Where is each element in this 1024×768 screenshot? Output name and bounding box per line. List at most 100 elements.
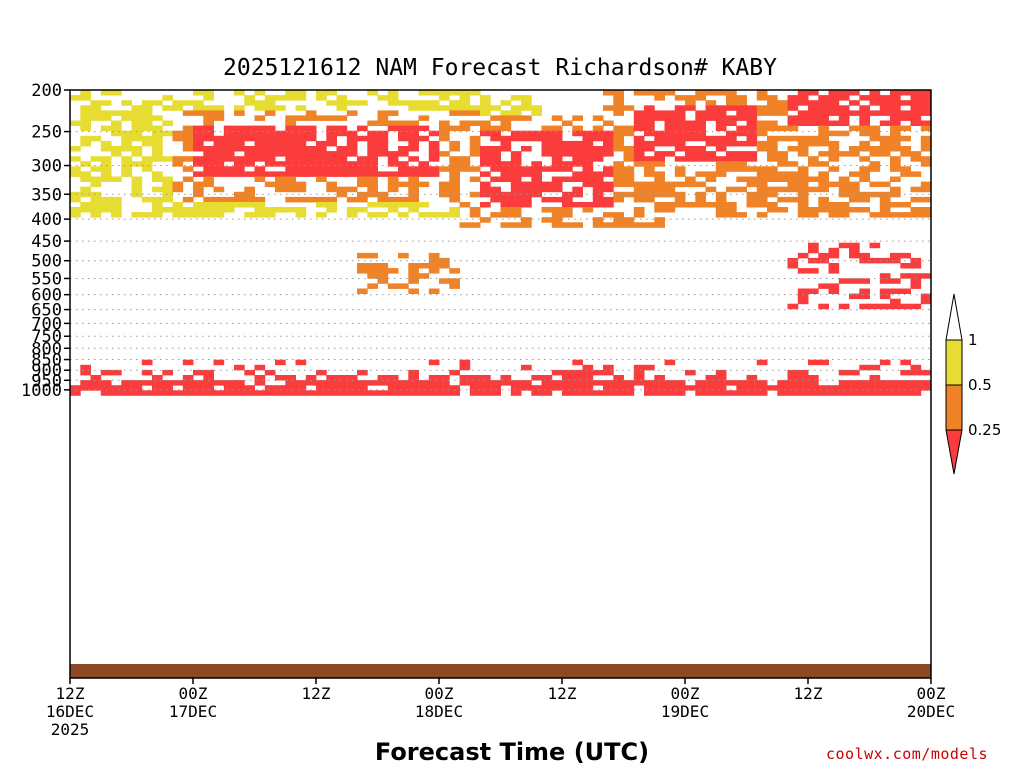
x-tick-label: 00Z: [425, 684, 454, 703]
heatmap-cell: [797, 375, 809, 381]
heatmap-cell: [408, 369, 419, 376]
heatmap-cell: [890, 146, 901, 152]
heatmap-cell: [849, 196, 860, 203]
heatmap-cell: [90, 176, 102, 182]
heatmap-cell: [705, 380, 717, 386]
heatmap-cell: [459, 110, 471, 116]
heatmap-cell: [644, 364, 655, 371]
heatmap-cell: [80, 120, 91, 126]
heatmap-cell: [223, 171, 235, 177]
heatmap-cell: [316, 161, 327, 167]
heatmap-cell: [387, 181, 399, 188]
x-tick-label: 18DEC: [415, 702, 463, 721]
heatmap-cell: [521, 95, 532, 101]
heatmap-cell: [162, 385, 173, 391]
heatmap-cell: [264, 181, 276, 188]
heatmap-cell: [408, 202, 419, 208]
heatmap-cell: [562, 161, 573, 167]
heatmap-cell: [787, 115, 799, 121]
heatmap-cell: [90, 110, 102, 116]
heatmap-cell: [705, 135, 717, 142]
heatmap-cell: [121, 146, 132, 152]
heatmap-cell: [879, 95, 891, 101]
heatmap-cell: [900, 110, 911, 116]
heatmap-cell: [254, 196, 266, 203]
heatmap-cell: [70, 212, 81, 218]
heatmap-cell: [367, 212, 378, 218]
heatmap-cell: [767, 100, 778, 106]
heatmap-cell: [172, 156, 184, 162]
heatmap-cell: [100, 161, 112, 167]
heatmap-cell: [726, 95, 737, 101]
heatmap-cell: [439, 90, 450, 96]
heatmap-cell: [654, 130, 665, 137]
heatmap-cell: [490, 166, 501, 172]
heatmap-cell: [418, 380, 430, 386]
heatmap-cell: [234, 90, 245, 96]
heatmap-cell: [121, 130, 132, 137]
heatmap-cell: [387, 186, 399, 193]
heatmap-cell: [746, 375, 758, 381]
heatmap-cell: [80, 186, 91, 193]
heatmap-cell: [316, 156, 327, 162]
heatmap-cell: [910, 120, 922, 126]
heatmap-cell: [797, 202, 809, 208]
heatmap-cell: [685, 95, 696, 101]
heatmap-cell: [346, 161, 358, 167]
heatmap-cell: [316, 212, 327, 218]
heatmap-cell: [787, 95, 799, 101]
heatmap-cell: [439, 390, 450, 396]
heatmap-cell: [644, 390, 655, 396]
heatmap-cell: [172, 181, 184, 188]
heatmap-cell: [336, 156, 348, 162]
heatmap-cell: [644, 140, 655, 147]
heatmap-cell: [767, 120, 778, 126]
heatmap-cell: [459, 125, 471, 132]
heatmap-cell: [572, 202, 583, 208]
heatmap-cell: [869, 90, 881, 96]
heatmap-cell: [705, 100, 717, 106]
heatmap-cell: [346, 196, 358, 203]
heatmap-cell: [705, 385, 717, 391]
heatmap-cell: [480, 171, 491, 177]
heatmap-cell: [408, 268, 419, 274]
heatmap-cell: [592, 171, 604, 177]
heatmap-cell: [152, 130, 163, 137]
heatmap-cell: [234, 171, 245, 177]
heatmap-cell: [572, 191, 583, 198]
heatmap-cell: [613, 217, 624, 223]
heatmap-cell: [398, 171, 409, 177]
heatmap-cell: [756, 130, 768, 137]
heatmap-cell: [664, 207, 676, 213]
heatmap-cell: [838, 212, 850, 218]
heatmap-cell: [203, 390, 214, 396]
heatmap-cell: [705, 171, 717, 177]
heatmap-cell: [295, 212, 307, 218]
heatmap-cell: [162, 191, 173, 198]
heatmap-cell: [736, 176, 747, 182]
heatmap-cell: [275, 390, 286, 396]
heatmap-cell: [244, 369, 255, 376]
heatmap-cell: [111, 120, 122, 126]
heatmap-cell: [541, 181, 553, 188]
heatmap-cell: [428, 359, 440, 366]
heatmap-cell: [275, 161, 286, 167]
heatmap-cell: [808, 140, 819, 147]
heatmap-cell: [562, 166, 573, 172]
heatmap-cell: [316, 151, 327, 157]
heatmap-cell: [521, 380, 532, 386]
heatmap-cell: [551, 212, 563, 218]
heatmap-cell: [254, 130, 266, 137]
heatmap-cell: [367, 171, 378, 177]
heatmap-cell: [264, 105, 276, 111]
heatmap-cell: [797, 166, 809, 172]
heatmap-cell: [295, 125, 307, 132]
heatmap-cell: [695, 125, 706, 132]
heatmap-cell: [285, 135, 296, 142]
heatmap-cell: [377, 268, 389, 274]
heatmap-cell: [203, 146, 214, 152]
ground-layer: [70, 664, 931, 678]
heatmap-cell: [490, 146, 501, 152]
heatmap-cell: [480, 217, 491, 223]
heatmap-cell: [469, 140, 481, 147]
